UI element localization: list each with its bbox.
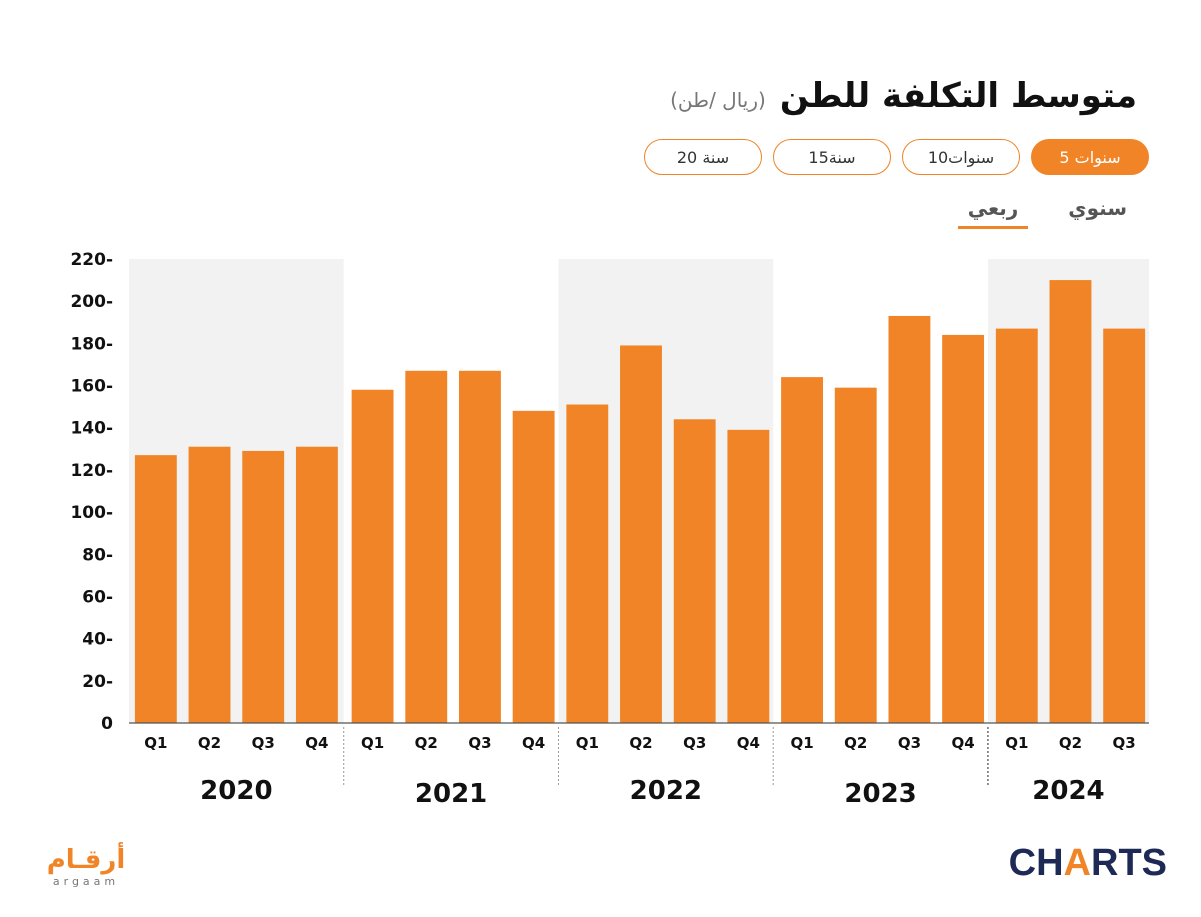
range-selector: 5 سنوات 10سنوات 15سنة 20 سنة — [644, 139, 1149, 175]
x-tick-label: Q3 — [898, 734, 921, 752]
bar — [459, 370, 501, 723]
bar — [134, 455, 177, 723]
year-label: 2020 — [200, 776, 272, 806]
year-label: 2024 — [1032, 776, 1104, 806]
range-15-years-button[interactable]: 15سنة — [773, 139, 891, 175]
bar — [242, 450, 285, 723]
chart-title-block: متوسط التكلفة للطن (ريال /طن) — [670, 76, 1137, 116]
x-tick-label: Q4 — [522, 734, 545, 752]
bar — [781, 377, 823, 723]
x-tick-label: Q1 — [361, 734, 384, 752]
bar — [995, 328, 1038, 723]
period-mode-tabs: سنوي ربعي — [957, 196, 1137, 229]
charts-logo-accent: A — [1063, 842, 1091, 884]
x-tick-label: Q2 — [415, 734, 438, 752]
tab-quarterly[interactable]: ربعي — [957, 196, 1029, 229]
charts-logo: CHARTS — [1009, 842, 1167, 885]
y-tick-label: 0 — [101, 714, 113, 734]
x-tick-label: Q3 — [468, 734, 491, 752]
charts-logo-part2: RTS — [1091, 842, 1167, 884]
x-tick-label: Q3 — [252, 734, 275, 752]
y-tick-label: 200- — [70, 292, 113, 312]
bar — [512, 410, 555, 723]
argaam-logo-en: argaam — [53, 875, 119, 888]
y-tick-label: 140- — [70, 419, 113, 439]
x-tick-label: Q1 — [790, 734, 813, 752]
bar — [620, 345, 662, 723]
x-tick-label: Q4 — [952, 734, 975, 752]
bar — [1049, 280, 1092, 723]
x-tick-label: Q1 — [1005, 734, 1028, 752]
year-label: 2021 — [415, 779, 487, 809]
x-tick-label: Q3 — [1113, 734, 1136, 752]
x-tick-label: Q2 — [844, 734, 867, 752]
tab-annual[interactable]: سنوي — [1068, 196, 1127, 220]
y-tick-label: 160- — [70, 377, 113, 397]
charts-logo-part1: CH — [1008, 842, 1064, 884]
bar — [295, 446, 338, 723]
bar — [942, 334, 985, 723]
y-tick-label: 20- — [82, 672, 113, 692]
argaam-logo-ar: أرقـام — [47, 842, 126, 875]
bar — [405, 370, 448, 723]
x-tick-label: Q4 — [737, 734, 760, 752]
chart-unit: (ريال /طن) — [670, 88, 766, 112]
bar — [566, 404, 609, 723]
bar — [673, 419, 716, 723]
y-tick-label: 40- — [82, 630, 113, 650]
x-tick-label: Q1 — [144, 734, 167, 752]
range-20-years-button[interactable]: 20 سنة — [644, 139, 762, 175]
bar — [1103, 328, 1146, 723]
x-tick-label: Q3 — [683, 734, 706, 752]
x-tick-label: Q1 — [576, 734, 599, 752]
bar — [834, 387, 877, 723]
year-label: 2023 — [844, 779, 916, 809]
x-tick-label: Q2 — [198, 734, 221, 752]
y-tick-label: 60- — [82, 587, 113, 607]
range-10-years-button[interactable]: 10سنوات — [902, 139, 1020, 175]
year-label: 2022 — [630, 776, 702, 806]
chart-title: متوسط التكلفة للطن — [779, 76, 1137, 116]
bar — [351, 389, 394, 723]
y-tick-label: 100- — [70, 503, 113, 523]
y-tick-label: 220- — [70, 250, 113, 270]
y-tick-label: 120- — [70, 461, 113, 481]
argaam-logo: أرقـام argaam — [47, 842, 126, 888]
bar — [727, 429, 770, 723]
range-5-years-button[interactable]: 5 سنوات — [1031, 139, 1149, 175]
bar — [188, 446, 231, 723]
y-tick-label: 180- — [70, 334, 113, 354]
bar — [888, 315, 931, 723]
x-tick-label: Q4 — [305, 734, 328, 752]
x-tick-label: Q2 — [1059, 734, 1082, 752]
y-tick-label: 80- — [82, 545, 113, 565]
x-tick-label: Q2 — [629, 734, 652, 752]
